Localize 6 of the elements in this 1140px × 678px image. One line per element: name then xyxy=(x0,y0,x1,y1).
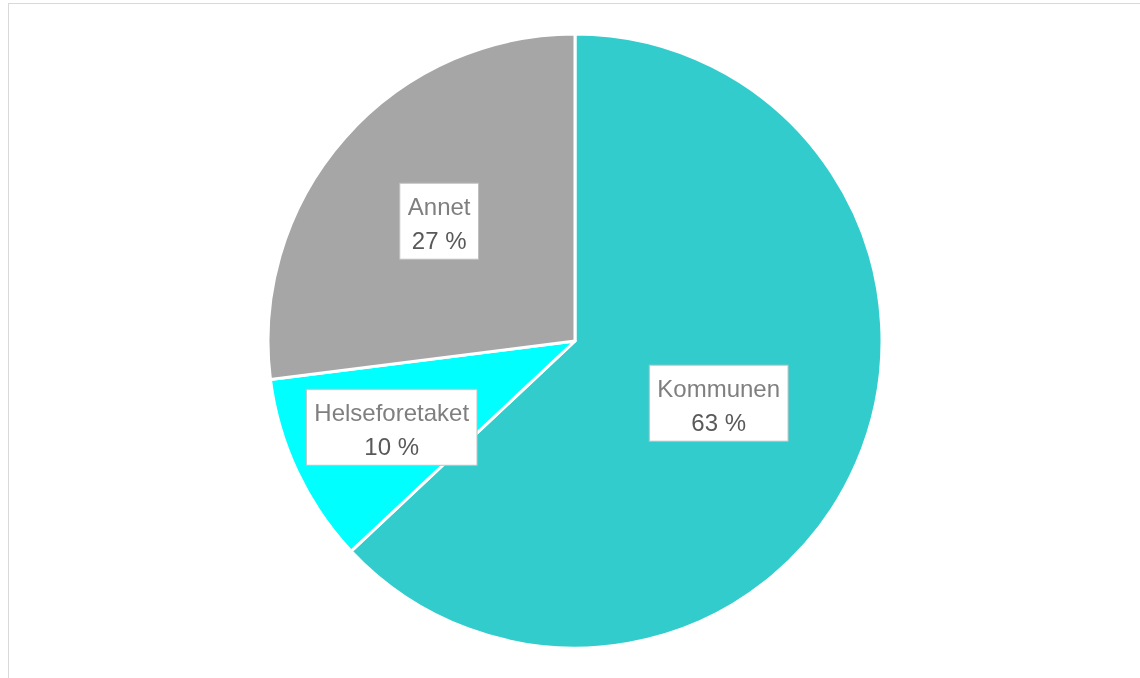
data-label: 10 % xyxy=(364,433,420,461)
slice-label: Helseforetaket xyxy=(314,399,470,427)
slice-label: Annet xyxy=(407,193,471,221)
slice-label: Kommunen xyxy=(657,375,781,403)
data-label: 27 % xyxy=(411,227,467,255)
data-label: 63 % xyxy=(691,409,747,437)
